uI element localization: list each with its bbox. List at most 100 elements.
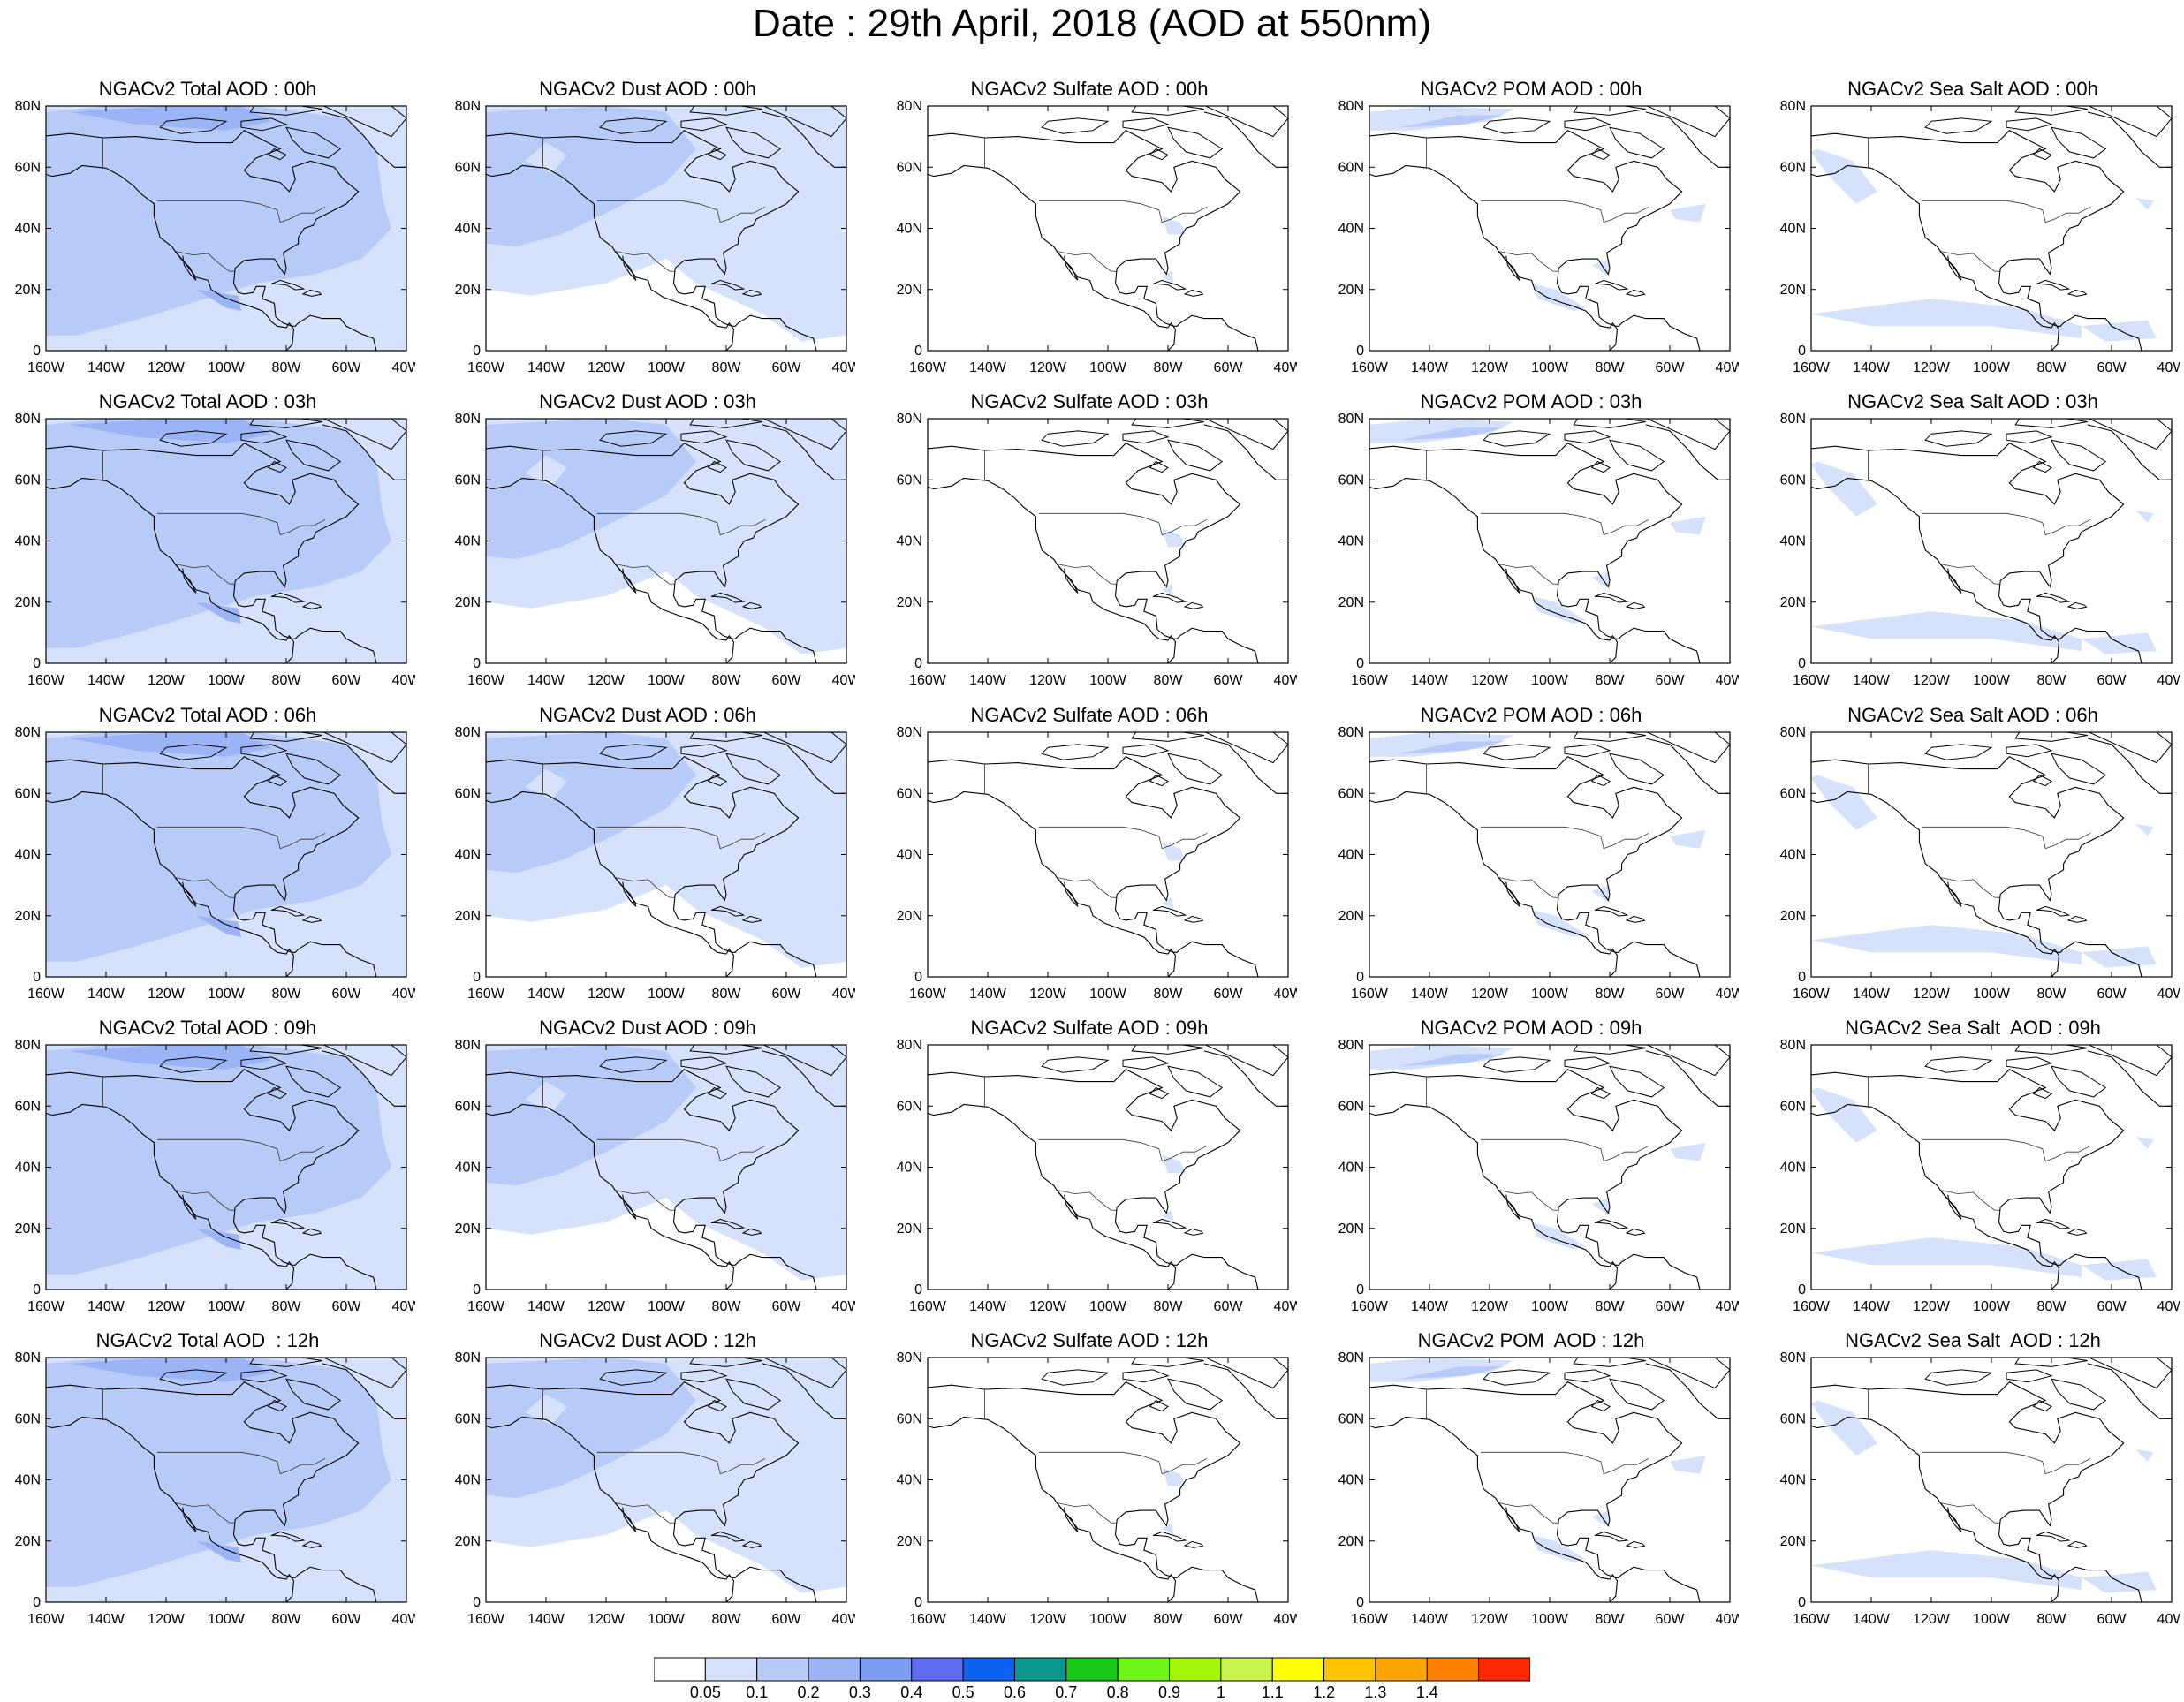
coastline: [1811, 1069, 2142, 1290]
lon-label: 80W: [1154, 360, 1184, 375]
lat-label: 40N: [15, 534, 41, 549]
aod-shading: [525, 1081, 567, 1113]
panel-title: NGACv2 POM AOD : 09h: [1420, 1017, 1642, 1039]
lon-label: 80W: [272, 360, 302, 375]
lat-label: 20N: [455, 595, 481, 610]
lat-label: 0: [33, 970, 41, 985]
lat-label: 60N: [455, 473, 481, 488]
map-area: 0 20N 40N 60N 80N 160W 140W 120W 100W 80W 60W 40W: [1765, 1329, 2180, 1630]
colorbar-box: [1375, 1657, 1428, 1682]
lon-label: 100W: [208, 987, 246, 1002]
lon-label: 100W: [1973, 987, 2011, 1002]
island-outline: [1152, 905, 1187, 917]
lon-label: 120W: [1913, 360, 1951, 375]
island-outline: [1167, 126, 1224, 159]
country-border: [175, 877, 235, 898]
country-border: [1480, 512, 1649, 536]
aod-shading: [196, 915, 241, 937]
lon-label: 60W: [2097, 360, 2127, 375]
lon-label: 40W: [392, 987, 415, 1002]
lat-label: 20N: [1338, 595, 1364, 610]
lon-label: 140W: [1411, 1299, 1449, 1314]
lon-label: 120W: [588, 1612, 626, 1627]
lon-label: 100W: [648, 987, 686, 1002]
island-outline: [1149, 148, 1169, 161]
lon-label: 80W: [1596, 673, 1626, 688]
island-outline: [1594, 1531, 1629, 1542]
island-outline: [1483, 117, 1551, 134]
country-border: [596, 826, 766, 850]
island-outline: [1594, 279, 1629, 291]
coastline: [174, 564, 197, 594]
map-panel-sulfate-2: 0 20N 40N 60N 80N 160W 140W 120W 100W 80W 60W 40W NG…: [882, 704, 1297, 1004]
island-outline: [1625, 1228, 1646, 1236]
map-panel-seasalt-0: 0 20N 40N 60N 80N 160W 140W 120W 100W 80W 60W 40W NG…: [1765, 78, 2180, 378]
coastline: [46, 756, 377, 977]
lat-label: 0: [1356, 344, 1364, 359]
panel-title: NGACv2 Dust AOD : 00h: [539, 78, 756, 100]
lon-label: 60W: [772, 673, 802, 688]
lon-label: 160W: [27, 360, 65, 375]
lat-label: 60N: [1780, 786, 1806, 801]
country-border: [175, 251, 235, 272]
aod-field: [1369, 1045, 1730, 1290]
map-panel-pom-3: 0 20N 40N 60N 80N 160W 140W 120W 100W 80W 60W 40W NG…: [1323, 1017, 1739, 1317]
lon-label: 120W: [1913, 1299, 1951, 1314]
aod-field: [46, 732, 406, 977]
lon-label: 140W: [527, 987, 565, 1002]
aod-field: [928, 106, 1288, 351]
lat-label: 60N: [897, 786, 922, 801]
aod-field: [486, 419, 846, 663]
lat-label: 40N: [15, 222, 41, 237]
aod-shading: [2082, 1259, 2157, 1281]
country-border: [1922, 512, 2091, 536]
lat-label: 40N: [1338, 848, 1364, 863]
lon-label: 160W: [1351, 1612, 1389, 1627]
aod-field: [1811, 1358, 2172, 1602]
lat-label: 20N: [897, 1222, 922, 1237]
lat-label: 0: [473, 970, 481, 985]
lon-label: 40W: [392, 673, 415, 688]
island-outline: [1590, 774, 1611, 787]
island-outline: [1041, 1056, 1110, 1073]
lon-label: 80W: [1596, 360, 1626, 375]
country-border: [175, 1502, 235, 1524]
coastline: [2087, 732, 2172, 794]
country-border: [615, 877, 675, 898]
coastline: [2087, 1358, 2172, 1419]
aod-shading: [46, 1045, 391, 1275]
aod-field: [928, 419, 1288, 663]
lon-label: 140W: [969, 1299, 1007, 1314]
coastline: [486, 443, 817, 663]
country-border: [156, 1138, 326, 1162]
lon-label: 140W: [1853, 360, 1891, 375]
colorbar-label: 0.9: [1158, 1683, 1181, 1701]
coastline: [614, 1190, 637, 1220]
lon-label: 100W: [208, 1299, 246, 1314]
lat-label: 80N: [897, 725, 922, 740]
country-border: [156, 826, 326, 850]
lat-label: 40N: [1780, 848, 1806, 863]
lat-label: 80N: [1338, 1350, 1364, 1365]
colorbar-label: 1.1: [1261, 1683, 1284, 1701]
island-outline: [1131, 1045, 1204, 1055]
map-plot: 0 20N 40N 60N 80N 160W 140W 120W 100W 80W 60W 40W: [897, 1350, 1297, 1627]
aod-shading: [525, 1394, 567, 1426]
lon-label: 80W: [272, 673, 302, 688]
panel-title: NGACv2 Dust AOD : 09h: [539, 1017, 756, 1039]
lon-label: 140W: [1411, 987, 1449, 1002]
lon-label: 60W: [2097, 1612, 2127, 1627]
island-outline: [2006, 744, 2053, 758]
island-outline: [1573, 1358, 1646, 1367]
map-area: 0 20N 40N 60N 80N 160W 140W 120W 100W 80W 60W 40W: [440, 78, 855, 378]
aod-field: [1369, 732, 1730, 977]
coastline: [928, 443, 1259, 663]
island-outline: [2051, 439, 2107, 472]
map-plot: 0 20N 40N 60N 80N 160W 140W 120W 100W 80W 60W 40W: [1780, 725, 2180, 1002]
panel-title: NGACv2 Sulfate AOD : 06h: [970, 704, 1209, 726]
aod-shading: [1162, 1154, 1187, 1174]
island-outline: [1152, 592, 1187, 603]
colorbar-box: [704, 1657, 758, 1682]
island-outline: [2036, 592, 2071, 603]
